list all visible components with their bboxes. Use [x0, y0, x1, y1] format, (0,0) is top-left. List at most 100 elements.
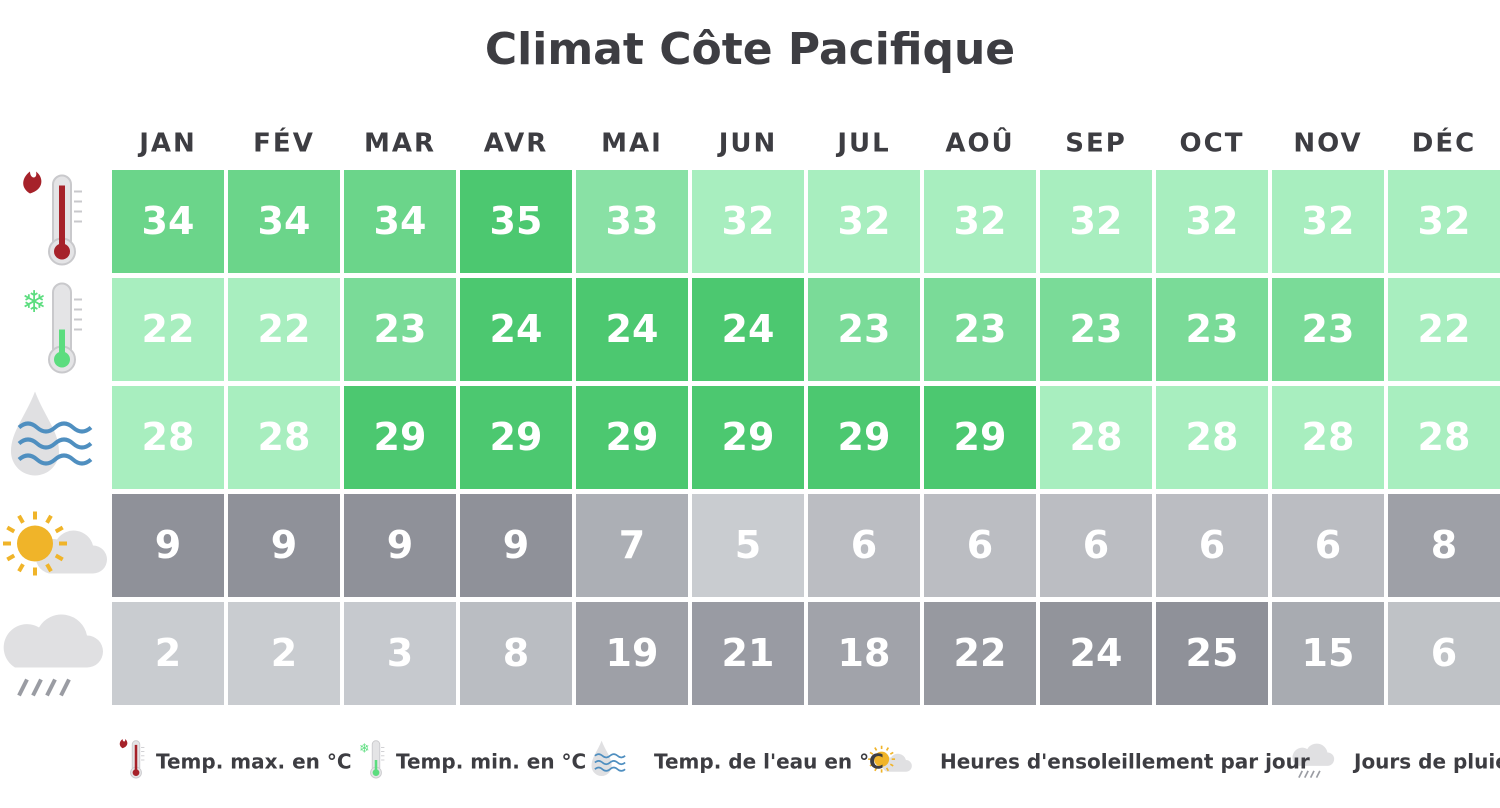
cell-value: 28: [1418, 415, 1471, 459]
cell: [1040, 494, 1152, 597]
cell: [576, 602, 688, 705]
cell-value: 6: [1315, 523, 1341, 567]
cell: [112, 386, 224, 489]
icon-part: [59, 329, 65, 358]
icon-part: [6, 553, 16, 562]
cell-value: 29: [722, 415, 775, 459]
cell-value: 22: [1418, 307, 1471, 351]
cell-value: 21: [722, 631, 775, 675]
cell: [460, 386, 572, 489]
icon-part: [372, 769, 380, 776]
icon-part: [17, 525, 53, 562]
cell-value: 23: [1070, 307, 1123, 351]
cell: [924, 278, 1036, 381]
legend-label: Heures d'ensoleillement par jour: [940, 750, 1310, 774]
icon-part: [59, 678, 71, 697]
icon-part: [3, 614, 103, 668]
icon-part: [885, 767, 890, 772]
water-icon: [591, 740, 626, 776]
icon-part: [1292, 743, 1335, 766]
cell: [344, 602, 456, 705]
cell-value: 22: [142, 307, 195, 351]
cell: [1156, 386, 1268, 489]
cell-value: 23: [374, 307, 427, 351]
icon-part: [23, 171, 42, 194]
month-label: FÉV: [253, 127, 315, 159]
cell-value: 9: [155, 523, 181, 567]
min-icon: ❄: [359, 740, 385, 779]
cell: [692, 602, 804, 705]
cell: [924, 494, 1036, 597]
cell: [228, 278, 340, 381]
cell-value: 32: [1070, 199, 1123, 243]
cell: [692, 386, 804, 489]
cell: [924, 386, 1036, 489]
cell: [576, 494, 688, 597]
cell: [1040, 386, 1152, 489]
icon-part: ❄: [359, 741, 370, 756]
cell: [1272, 386, 1384, 489]
cell: [344, 494, 456, 597]
icon-part: [374, 760, 378, 772]
cell-value: 32: [1418, 199, 1471, 243]
cell-value: 28: [1302, 415, 1355, 459]
cell-value: 2: [271, 631, 297, 675]
icon-part: [54, 553, 64, 562]
sun-icon: [868, 745, 912, 773]
icon-part: [17, 514, 25, 524]
cell: [1156, 602, 1268, 705]
icon-part: [54, 243, 70, 260]
cell: [112, 494, 224, 597]
cell-value: 9: [271, 523, 297, 567]
legend-label: Temp. max. en °C: [156, 750, 352, 774]
icon-part: [45, 563, 53, 573]
cell: [344, 278, 456, 381]
icon-part: [17, 678, 29, 697]
cell: [1040, 278, 1152, 381]
month-label: OCT: [1180, 129, 1245, 159]
cell: [344, 386, 456, 489]
month-label: NOV: [1293, 129, 1362, 159]
legend-label: Temp. min. en °C: [396, 750, 586, 774]
cell: [924, 602, 1036, 705]
icon-part: [54, 351, 70, 368]
cell: [1272, 170, 1384, 273]
month-label: AVR: [484, 129, 549, 159]
cell-value: 28: [258, 415, 311, 459]
cell-value: 29: [606, 415, 659, 459]
cell-value: 32: [1302, 199, 1355, 243]
cell-value: 34: [142, 199, 195, 243]
cell-value: 32: [954, 199, 1007, 243]
cell: [808, 602, 920, 705]
cell: [460, 602, 572, 705]
month-label: AOÛ: [945, 127, 1014, 159]
cell-value: 34: [374, 199, 427, 243]
cell-value: 5: [735, 523, 761, 567]
icon-part: [35, 530, 107, 574]
max-icon: [119, 739, 145, 779]
cell-value: 24: [606, 307, 659, 351]
cell: [1388, 170, 1500, 273]
max-icon: [23, 171, 82, 266]
icon-part: [119, 739, 128, 749]
cell-value: 29: [374, 415, 427, 459]
cell-value: 8: [1431, 523, 1457, 567]
cell-value: 32: [1186, 199, 1239, 243]
cell-value: 29: [954, 415, 1007, 459]
cell: [1388, 386, 1500, 489]
cell: [1388, 494, 1500, 597]
icon-part: [594, 760, 626, 766]
icon-part: [1315, 770, 1321, 779]
row-icons: ❄❄: [3, 171, 1335, 779]
cell: [1272, 278, 1384, 381]
icon-part: [889, 751, 894, 755]
cell-value: 23: [1186, 307, 1239, 351]
icon-part: [594, 766, 626, 772]
icon-part: ❄: [21, 285, 46, 320]
icon-part: [17, 563, 25, 573]
cell: [1272, 602, 1384, 705]
cell-value: 15: [1302, 631, 1355, 675]
icon-part: [885, 747, 890, 751]
icon-part: [59, 185, 65, 250]
